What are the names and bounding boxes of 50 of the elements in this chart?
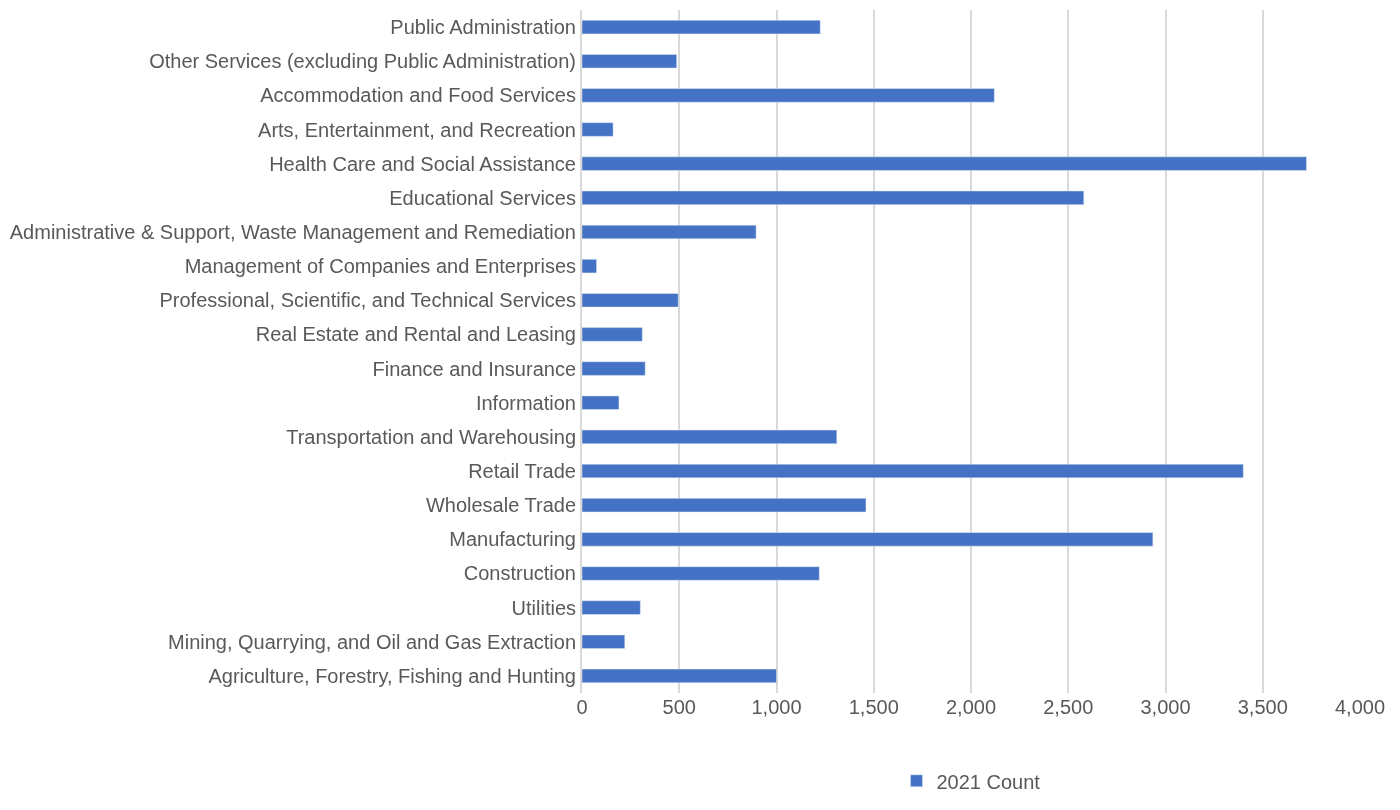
bar [582, 532, 1154, 547]
y-tick-label: Information [475, 391, 576, 414]
x-tick-label: 3,000 [1140, 696, 1191, 718]
y-tick-label: Administrative & Support, Waste Management and Remediation [9, 220, 576, 243]
x-tick-label: 4,000 [1334, 696, 1386, 718]
x-tick-label: 2,000 [945, 696, 997, 718]
bar [582, 498, 867, 513]
y-tick-label: Wholesale Trade [425, 494, 576, 517]
y-tick-label: Transportation and Warehousing [286, 425, 576, 448]
y-tick-label: Agriculture, Forestry, Fishing and Hunting [208, 664, 576, 687]
x-tick-label: 3,500 [1237, 696, 1288, 718]
bar [582, 429, 838, 444]
bar [582, 566, 820, 581]
y-tick-label: Manufacturing [449, 528, 576, 551]
y-tick-label: Educational Services [389, 186, 576, 209]
bar [582, 88, 995, 103]
x-tick-label: 1,000 [751, 696, 802, 718]
y-tick-label: Health Care and Social Assistance [269, 152, 576, 175]
y-tick-label: Management of Companies and Enterprises [184, 255, 576, 278]
bar [582, 463, 1244, 479]
y-tick-label: Other Services (excluding Public Administration) [149, 50, 576, 73]
bar [582, 395, 620, 410]
bar [582, 600, 641, 615]
x-tick-label: 1,500 [848, 696, 899, 718]
bar [582, 190, 1085, 205]
y-tick-label: Accommodation and Food Services [260, 84, 576, 107]
bar [582, 634, 626, 649]
y-tick-label: Public Administration [390, 16, 576, 39]
y-tick-label: Retail Trade [468, 460, 576, 483]
bar [582, 293, 679, 308]
y-tick-label: Mining, Quarrying, and Oil and Gas Extraction [168, 630, 576, 653]
y-tick-label: Construction [463, 562, 576, 585]
bar [582, 156, 1307, 171]
x-tick-label: 500 [662, 696, 696, 718]
legend-label: 2021 Count [936, 770, 1041, 793]
bar [582, 327, 643, 342]
bar [582, 122, 614, 137]
bar [582, 224, 757, 240]
bar [582, 20, 821, 35]
y-tick-label: Real Estate and Rental and Leasing [255, 323, 576, 346]
bar [582, 259, 597, 274]
y-tick-label: Finance and Insurance [372, 357, 576, 380]
bar [582, 668, 777, 684]
y-tick-label: Professional, Scientific, and Technical Services [159, 289, 576, 312]
bar [582, 361, 646, 376]
y-tick-label: Arts, Entertainment, and Recreation [258, 118, 576, 141]
bar [582, 54, 677, 69]
x-tick-label: 0 [576, 696, 588, 718]
x-tick-label: 2,500 [1043, 696, 1094, 718]
y-tick-label: Utilities [511, 596, 576, 619]
